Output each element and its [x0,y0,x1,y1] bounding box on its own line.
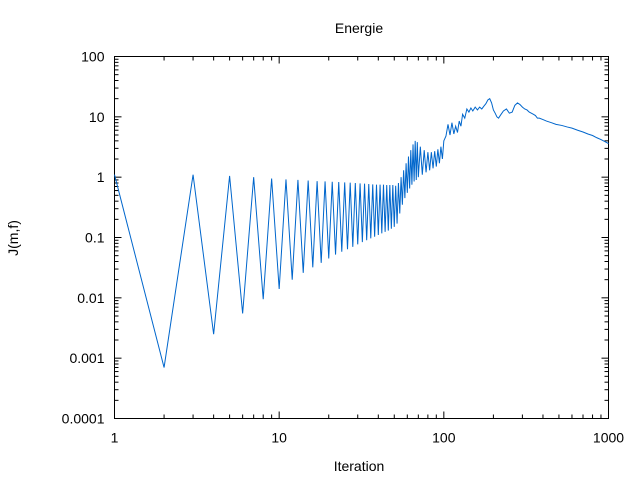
axis-ticks: 1 10 100 1000 0.0001 0.001 0.01 0.1 1 10 100 [62,49,625,446]
y-tick-label: 10 [89,109,105,125]
series-line-0 [114,97,609,368]
x-tick-label: 100 [432,430,456,446]
y-tick-label: 0.01 [77,290,104,306]
x-tick-label: 1 [111,430,119,446]
y-tick-label: 100 [81,49,105,65]
x-axis-label: Iteration [334,458,385,474]
x-tick-label: 1000 [593,430,624,446]
y-tick-label: 1 [97,169,105,185]
series-layer [114,97,609,368]
y-tick-label: 0.1 [85,230,105,246]
y-axis-label: J(m,f) [5,220,21,256]
y-tick-label: 0.001 [69,350,104,366]
plot-frame [114,56,609,419]
chart-title: Energie [335,20,383,36]
y-tick-label: 0.0001 [62,411,105,427]
x-tick-label: 10 [271,430,287,446]
